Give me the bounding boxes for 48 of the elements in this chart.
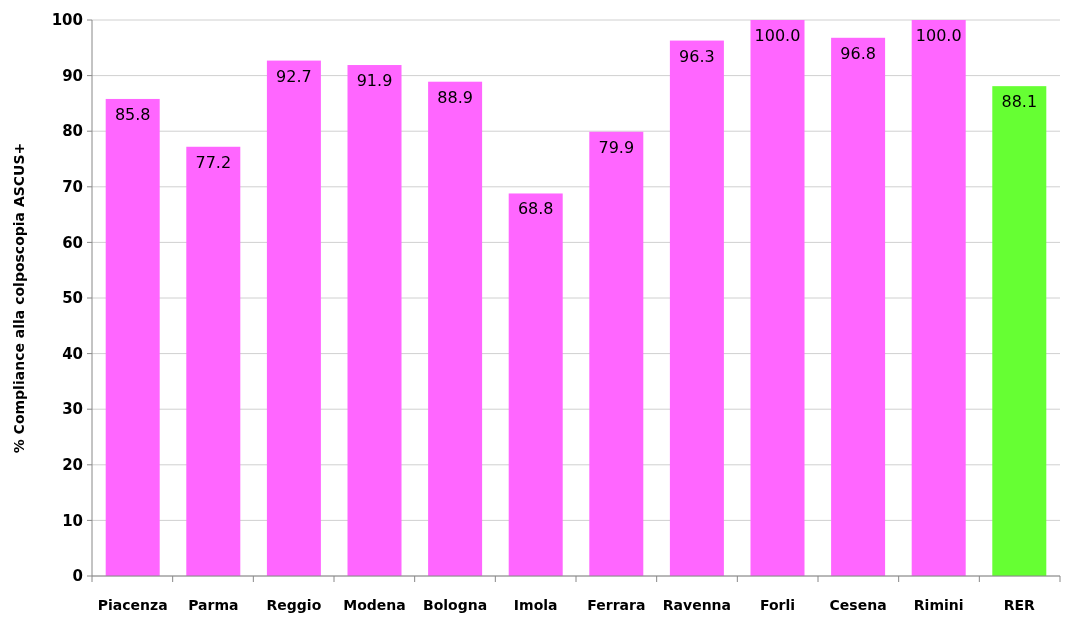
bar bbox=[831, 37, 886, 576]
x-tick-label: Imola bbox=[513, 597, 558, 613]
y-tick-label: 80 bbox=[62, 122, 83, 141]
y-tick-label: 50 bbox=[62, 289, 83, 308]
y-tick-label: 10 bbox=[62, 511, 83, 530]
bar bbox=[347, 65, 402, 576]
y-tick-label: 70 bbox=[62, 178, 83, 197]
data-label: 88.1 bbox=[1001, 92, 1038, 112]
x-tick-label: Ferrara bbox=[587, 597, 646, 613]
y-tick-label: 100 bbox=[51, 11, 83, 30]
bar bbox=[669, 40, 724, 576]
x-tick-label: Bologna bbox=[423, 597, 488, 613]
y-tick-label: 60 bbox=[62, 233, 83, 252]
bar bbox=[750, 20, 805, 576]
bar bbox=[508, 193, 563, 576]
y-tick-label: 40 bbox=[62, 344, 83, 363]
bar bbox=[105, 98, 160, 576]
x-tick-label: Piacenza bbox=[97, 597, 168, 613]
bar bbox=[911, 20, 966, 576]
data-label: 96.3 bbox=[679, 46, 715, 66]
x-tick-label: Modena bbox=[343, 597, 406, 613]
bar bbox=[186, 146, 241, 576]
x-tick-label: Rimini bbox=[913, 597, 964, 613]
data-label: 79.9 bbox=[598, 137, 635, 157]
data-label: 91.9 bbox=[356, 71, 393, 91]
data-label: 100.0 bbox=[754, 26, 801, 45]
y-tick-label: 20 bbox=[62, 456, 83, 475]
x-tick-label: Forli bbox=[759, 597, 796, 613]
bar bbox=[266, 60, 321, 576]
x-tick-label: Ravenna bbox=[662, 597, 732, 613]
x-tick-label: RER bbox=[1003, 597, 1036, 613]
data-label: 96.8 bbox=[840, 43, 876, 63]
x-tick-label: Reggio bbox=[266, 597, 322, 613]
x-tick-label: Cesena bbox=[829, 597, 887, 613]
data-label: 88.9 bbox=[437, 87, 473, 107]
data-label: 92.7 bbox=[276, 66, 312, 86]
data-label: 77.2 bbox=[195, 152, 232, 172]
x-tick-label: Parma bbox=[188, 597, 239, 613]
bar bbox=[992, 86, 1047, 576]
y-tick-label: 30 bbox=[62, 400, 83, 419]
y-tick-label: 0 bbox=[72, 567, 83, 586]
y-axis-title: % Compliance alla colposcopia ASCUS+ bbox=[11, 142, 27, 454]
bar bbox=[428, 81, 483, 576]
data-label: 68.8 bbox=[517, 199, 554, 219]
data-label: 100.0 bbox=[915, 26, 962, 45]
data-label: 85.8 bbox=[114, 104, 151, 124]
bar bbox=[589, 131, 644, 576]
y-tick-label: 90 bbox=[62, 66, 83, 85]
